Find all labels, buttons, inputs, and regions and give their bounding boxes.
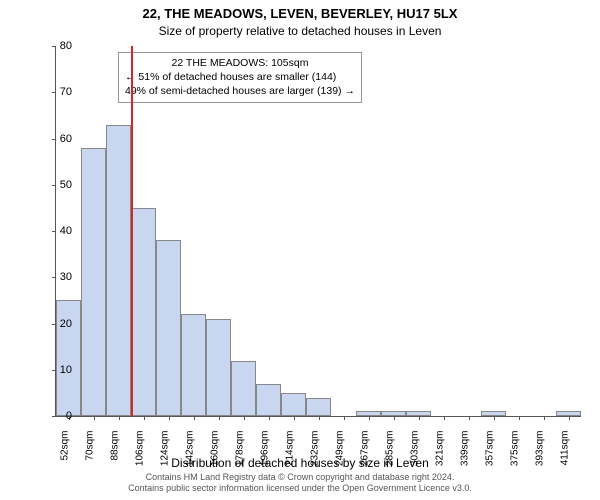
x-tick-mark bbox=[269, 416, 270, 420]
histogram-bar bbox=[106, 125, 131, 416]
x-tick: 160sqm bbox=[209, 431, 220, 471]
y-tick: 70 bbox=[60, 86, 72, 98]
x-tick: 357sqm bbox=[484, 431, 495, 471]
y-tick-mark bbox=[52, 185, 56, 186]
marker-line bbox=[131, 46, 133, 416]
attribution-line1: Contains HM Land Registry data © Crown c… bbox=[146, 472, 455, 482]
histogram-bar bbox=[181, 314, 206, 416]
annotation-line1: 22 THE MEADOWS: 105sqm bbox=[125, 56, 355, 70]
marker-annotation: 22 THE MEADOWS: 105sqm ← 51% of detached… bbox=[118, 52, 362, 103]
histogram-bar bbox=[131, 208, 156, 416]
x-tick: 303sqm bbox=[409, 431, 420, 471]
annotation-line3: 49% of semi-detached houses are larger (… bbox=[125, 84, 355, 98]
x-tick-mark bbox=[544, 416, 545, 420]
histogram-bar bbox=[231, 361, 256, 417]
x-tick: 232sqm bbox=[309, 431, 320, 471]
x-tick: 285sqm bbox=[384, 431, 395, 471]
y-tick-mark bbox=[52, 46, 56, 47]
y-tick: 80 bbox=[60, 40, 72, 52]
x-tick: 124sqm bbox=[159, 431, 170, 471]
x-tick: 70sqm bbox=[84, 431, 95, 471]
x-tick-mark bbox=[294, 416, 295, 420]
y-tick-mark bbox=[52, 92, 56, 93]
histogram-bar bbox=[206, 319, 231, 416]
x-tick: 393sqm bbox=[534, 431, 545, 471]
histogram-bar bbox=[281, 393, 306, 416]
x-tick: 249sqm bbox=[334, 431, 345, 471]
x-tick-mark bbox=[194, 416, 195, 420]
x-tick-mark bbox=[144, 416, 145, 420]
annotation-line2: ← 51% of detached houses are smaller (14… bbox=[125, 70, 355, 84]
x-tick-mark bbox=[394, 416, 395, 420]
x-tick: 88sqm bbox=[109, 431, 120, 471]
x-tick: 178sqm bbox=[234, 431, 245, 471]
y-tick: 30 bbox=[60, 271, 72, 283]
x-tick: 142sqm bbox=[184, 431, 195, 471]
y-tick: 60 bbox=[60, 133, 72, 145]
x-tick: 267sqm bbox=[359, 431, 370, 471]
y-tick: 10 bbox=[60, 364, 72, 376]
x-tick: 339sqm bbox=[459, 431, 470, 471]
x-tick-mark bbox=[219, 416, 220, 420]
histogram-bar bbox=[156, 240, 181, 416]
y-tick-mark bbox=[52, 231, 56, 232]
x-tick-mark bbox=[369, 416, 370, 420]
chart-title: 22, THE MEADOWS, LEVEN, BEVERLEY, HU17 5… bbox=[0, 6, 600, 21]
attribution-line2: Contains public sector information licen… bbox=[128, 483, 472, 493]
plot-area: 22 THE MEADOWS: 105sqm ← 51% of detached… bbox=[55, 46, 581, 417]
y-tick-mark bbox=[52, 277, 56, 278]
x-tick: 196sqm bbox=[259, 431, 270, 471]
x-tick-mark bbox=[419, 416, 420, 420]
x-tick-mark bbox=[169, 416, 170, 420]
x-tick: 214sqm bbox=[284, 431, 295, 471]
x-tick-mark bbox=[494, 416, 495, 420]
x-tick: 52sqm bbox=[59, 431, 70, 471]
attribution: Contains HM Land Registry data © Crown c… bbox=[0, 472, 600, 494]
y-tick: 50 bbox=[60, 179, 72, 191]
y-tick: 40 bbox=[60, 225, 72, 237]
x-tick-mark bbox=[519, 416, 520, 420]
x-tick-mark bbox=[444, 416, 445, 420]
x-tick: 106sqm bbox=[134, 431, 145, 471]
y-tick-mark bbox=[52, 416, 56, 417]
x-tick-mark bbox=[319, 416, 320, 420]
x-tick-mark bbox=[344, 416, 345, 420]
y-tick: 0 bbox=[66, 410, 72, 422]
histogram-bar bbox=[306, 398, 331, 417]
x-tick-mark bbox=[119, 416, 120, 420]
x-tick-mark bbox=[94, 416, 95, 420]
x-tick: 411sqm bbox=[559, 431, 570, 471]
y-tick: 20 bbox=[60, 318, 72, 330]
histogram-bar bbox=[81, 148, 106, 416]
y-tick-mark bbox=[52, 139, 56, 140]
x-tick-mark bbox=[244, 416, 245, 420]
x-tick-mark bbox=[469, 416, 470, 420]
x-tick-mark bbox=[569, 416, 570, 420]
chart-subtitle: Size of property relative to detached ho… bbox=[0, 24, 600, 38]
chart-container: 22, THE MEADOWS, LEVEN, BEVERLEY, HU17 5… bbox=[0, 0, 600, 500]
x-tick: 321sqm bbox=[434, 431, 445, 471]
x-tick: 375sqm bbox=[509, 431, 520, 471]
histogram-bar bbox=[256, 384, 281, 416]
